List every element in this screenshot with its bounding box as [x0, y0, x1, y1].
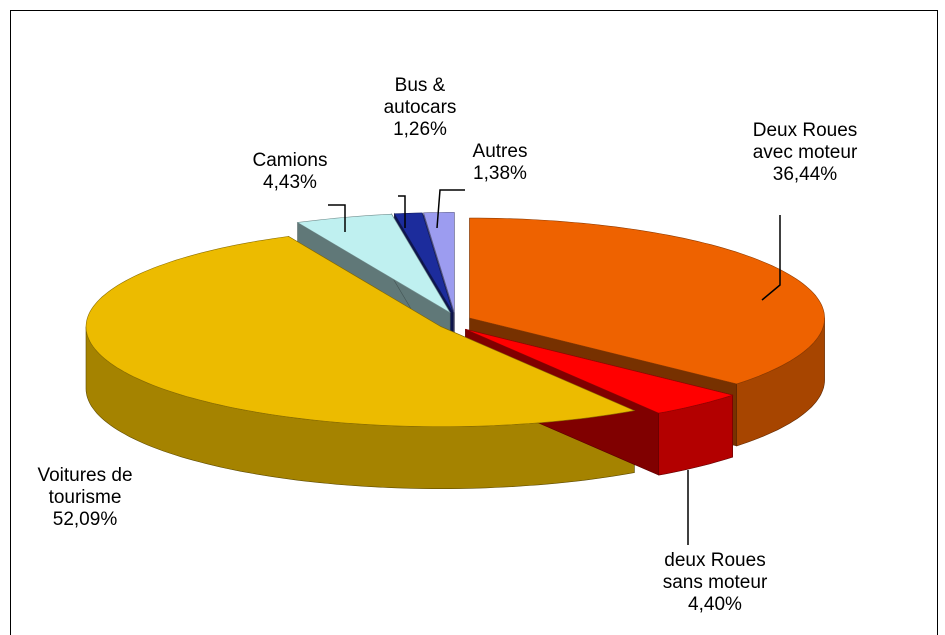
slice [85, 236, 636, 427]
slice [393, 212, 454, 313]
category-label: Camions [252, 150, 328, 171]
category-label: deux Roues sans moteur [662, 550, 768, 593]
leader-line [436, 189, 465, 229]
leader-line [761, 215, 781, 301]
slice-label: Camions 4,43% [253, 150, 328, 194]
category-label: Autres [472, 141, 528, 162]
leader-line [398, 195, 406, 228]
slice-label: Deux Roues avec moteur 36,44% [753, 120, 858, 186]
value-label: 52,09% [52, 509, 118, 530]
slice-label: Autres 1,38% [473, 141, 528, 185]
value-label: 1,26% [393, 119, 447, 140]
value-label: 4,40% [688, 594, 742, 615]
slice [469, 217, 825, 385]
category-label: Deux Roues avec moteur [752, 120, 858, 163]
value-label: 4,43% [263, 172, 317, 193]
chart-frame [10, 10, 938, 635]
value-label: 1,38% [473, 163, 527, 184]
slice-label: deux Roues sans moteur 4,40% [663, 550, 768, 616]
category-label: Voitures de tourisme [37, 465, 133, 508]
value-label: 36,44% [772, 164, 838, 185]
category-label: Bus & autocars [383, 75, 457, 118]
slice-label: Bus & autocars 1,26% [384, 75, 457, 141]
slice-label: Voitures de tourisme 52,09% [37, 465, 132, 531]
leader-line [328, 204, 346, 232]
slice [296, 213, 451, 314]
slice [465, 329, 734, 414]
